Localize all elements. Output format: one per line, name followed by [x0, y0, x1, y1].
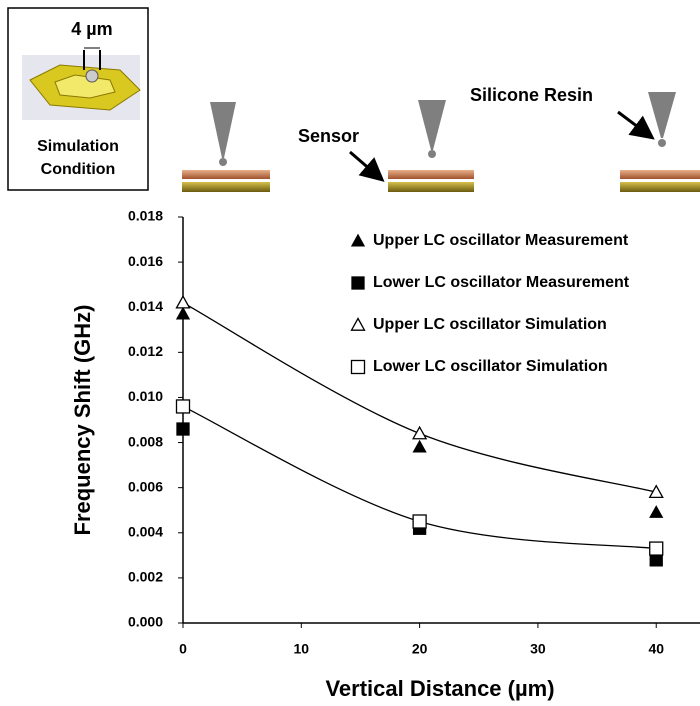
sensor-plate [388, 170, 474, 179]
point [412, 439, 427, 453]
legend-marker [351, 276, 365, 290]
y-tick-label: 0.010 [128, 388, 163, 404]
y-tick-label: 0.006 [128, 478, 163, 494]
point [175, 306, 191, 320]
y-tick-label: 0.000 [128, 614, 163, 630]
legend-label: Upper LC oscillator Simulation [373, 316, 607, 333]
tip [658, 139, 666, 147]
sensor-plate [388, 182, 474, 192]
x-tick-label: 0 [179, 641, 187, 657]
sensor-plate [182, 170, 270, 179]
x-axis-title: Vertical Distance (µm) [325, 676, 554, 701]
y-tick-label: 0.018 [128, 208, 163, 224]
y-tick-label: 0.012 [128, 343, 163, 359]
sensor-plate [620, 170, 700, 179]
inset-sphere [85, 69, 99, 83]
x-tick-label: 30 [530, 641, 546, 657]
inset-dimension: 4 µm [71, 19, 112, 39]
point [649, 505, 664, 518]
legend-marker [350, 317, 366, 331]
point [648, 484, 664, 499]
tip [219, 158, 227, 166]
legend-marker [350, 359, 366, 375]
point [412, 514, 427, 529]
y-axis-title: Frequency Shift (GHz) [70, 304, 95, 535]
cone [210, 102, 236, 158]
illustration: Sensor Silicone Resin [182, 85, 700, 192]
point [649, 541, 664, 556]
sensor-label: Sensor [298, 126, 359, 146]
legend-label: Lower LC oscillator Simulation [373, 358, 608, 375]
tip [428, 150, 436, 158]
y-tick-label: 0.014 [128, 298, 163, 314]
inset-caption: Simulation [37, 138, 119, 155]
point [176, 422, 190, 436]
inset-coil-inner [54, 74, 116, 99]
x-tick-label: 40 [648, 641, 664, 657]
sensor-plate [182, 182, 270, 192]
arrow [349, 150, 385, 182]
inset: 4 µm Simulation Condition [7, 7, 149, 191]
cone [418, 100, 446, 150]
y-tick-label: 0.008 [128, 433, 163, 449]
legend-label: Upper LC oscillator Measurement [373, 232, 629, 249]
legend-label: Lower LC oscillator Measurement [373, 274, 630, 291]
point [175, 294, 191, 309]
legend-marker [350, 233, 366, 247]
resin-label: Silicone Resin [470, 85, 593, 105]
arrow [617, 110, 655, 140]
x-tick-label: 10 [294, 641, 310, 657]
sensor-plate [620, 182, 700, 192]
inset-caption: Condition [41, 161, 116, 178]
y-tick-label: 0.004 [128, 523, 163, 539]
cone [648, 92, 676, 138]
point [412, 425, 428, 440]
point [175, 399, 191, 414]
x-tick-label: 20 [412, 641, 428, 657]
y-tick-label: 0.002 [128, 569, 163, 585]
y-tick-label: 0.016 [128, 253, 163, 269]
